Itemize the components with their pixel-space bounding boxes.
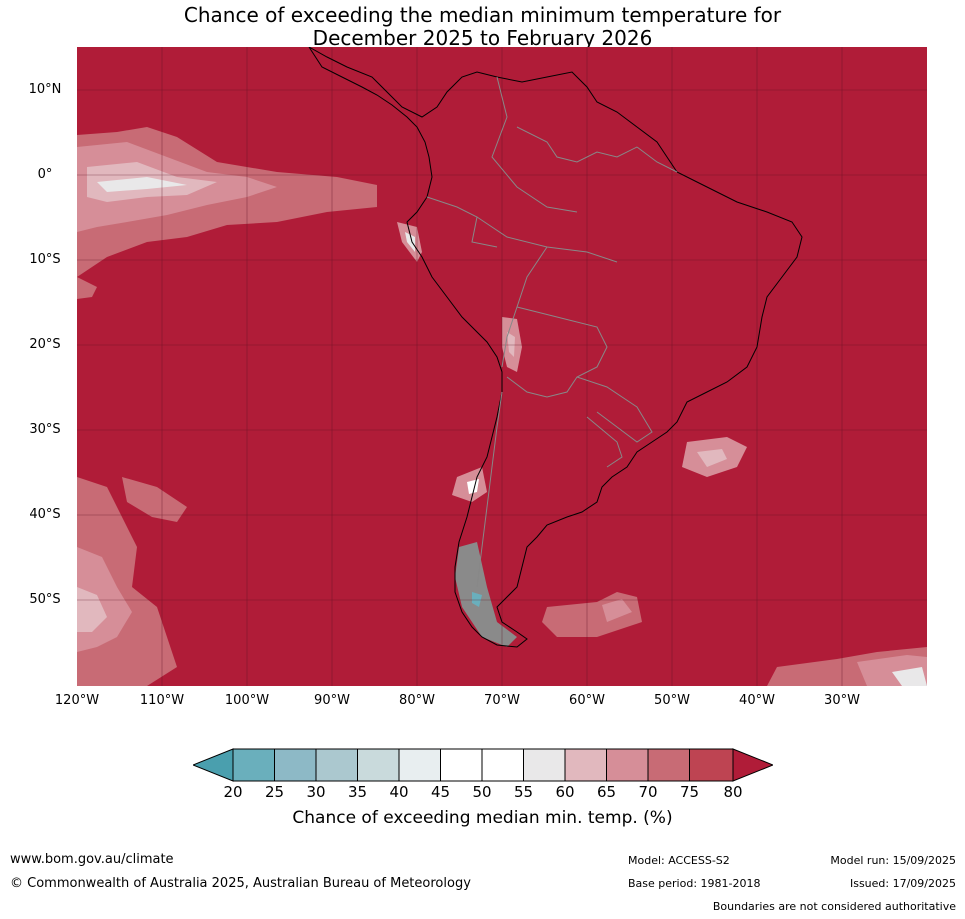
patagonia-grey-patch <box>455 542 517 647</box>
lon-label-30w: 30°W <box>824 693 860 708</box>
graticule <box>77 47 927 686</box>
colorbar-bin-20-25 <box>232 748 275 782</box>
lon-label-40w: 40°W <box>739 693 775 708</box>
footer-model-run: Model run: 15/09/2025 <box>830 854 956 867</box>
footer-disclaimer: Boundaries are not considered authoritat… <box>712 900 956 913</box>
colorbar-tick-80: 80 <box>723 783 743 801</box>
pacific-equatorial-patch <box>77 127 377 299</box>
lon-label-50w: 50°W <box>654 693 690 708</box>
map-title: Chance of exceeding the median minimum t… <box>0 4 965 50</box>
lon-label-70w: 70°W <box>484 693 520 708</box>
lat-label-0: 0° <box>37 167 53 182</box>
title-line-1: Chance of exceeding the median minimum t… <box>183 3 782 27</box>
colorbar-bin-50-55 <box>481 748 524 782</box>
lat-label-50s: 50°S <box>29 592 61 607</box>
footer-url[interactable]: www.bom.gov.au/climate <box>10 852 174 867</box>
footer-model: Model: ACCESS-S2 <box>628 854 730 867</box>
colorbar-bin-55-60 <box>523 748 566 782</box>
footer-base-period: Base period: 1981-2018 <box>628 877 761 890</box>
colorbar-bin-70-75 <box>647 748 690 782</box>
colorbar-low-extension <box>193 748 234 782</box>
colorbar-high-extension <box>732 748 773 782</box>
southeast-pacific-patch <box>77 477 187 686</box>
colorbar-bin-35-40 <box>357 748 400 782</box>
lon-label-120w: 120°W <box>54 693 100 708</box>
footer-copyright: © Commonwealth of Australia 2025, Austra… <box>10 876 471 891</box>
lat-label-10n: 10°N <box>28 82 62 97</box>
colorbar-bin-45-50 <box>440 748 483 782</box>
colorbar-tick-75: 75 <box>679 783 700 801</box>
colorbar-tick-40: 40 <box>389 783 409 801</box>
colorbar-tick-55: 55 <box>513 783 534 801</box>
atlantic-patch <box>542 437 747 637</box>
colorbar-bin-25-30 <box>274 748 317 782</box>
colorbar-bin-75-80 <box>689 748 734 782</box>
colorbar-tick-60: 60 <box>555 783 575 801</box>
colorbar-tick-65: 65 <box>596 783 617 801</box>
lon-label-100w: 100°W <box>224 693 270 708</box>
colorbar-label: Chance of exceeding median min. temp. (%… <box>292 808 673 828</box>
colorbar-bin-40-45 <box>398 748 441 782</box>
colorbar-tick-25: 25 <box>264 783 285 801</box>
colorbar-tick-30: 30 <box>306 783 326 801</box>
peru-coast-patch <box>397 222 422 262</box>
lon-label-90w: 90°W <box>314 693 350 708</box>
lat-label-30s: 30°S <box>29 422 61 437</box>
probability-map <box>77 47 927 686</box>
south-america-coastline <box>308 47 803 648</box>
colorbar-tick-45: 45 <box>430 783 451 801</box>
lat-label-10s: 10°S <box>29 252 61 267</box>
colorbar-bin-60-65 <box>564 748 607 782</box>
lat-label-20s: 20°S <box>29 337 61 352</box>
lon-label-110w: 110°W <box>139 693 185 708</box>
title-line-2: December 2025 to February 2026 <box>312 26 653 50</box>
colorbar-bin-65-70 <box>606 748 649 782</box>
lat-label-40s: 40°S <box>29 507 61 522</box>
colorbar <box>193 748 773 782</box>
colorbar-tick-35: 35 <box>347 783 368 801</box>
southern-ocean-patch <box>767 647 927 686</box>
footer-issued: Issued: 17/09/2025 <box>849 877 956 890</box>
colorbar-tick-70: 70 <box>638 783 658 801</box>
colorbar-tick-20: 20 <box>223 783 243 801</box>
andes-patch <box>452 317 522 502</box>
country-borders <box>426 76 678 588</box>
lon-label-60w: 60°W <box>569 693 605 708</box>
colorbar-bin-30-35 <box>315 748 358 782</box>
colorbar-tick-50: 50 <box>472 783 492 801</box>
lon-label-80w: 80°W <box>399 693 435 708</box>
